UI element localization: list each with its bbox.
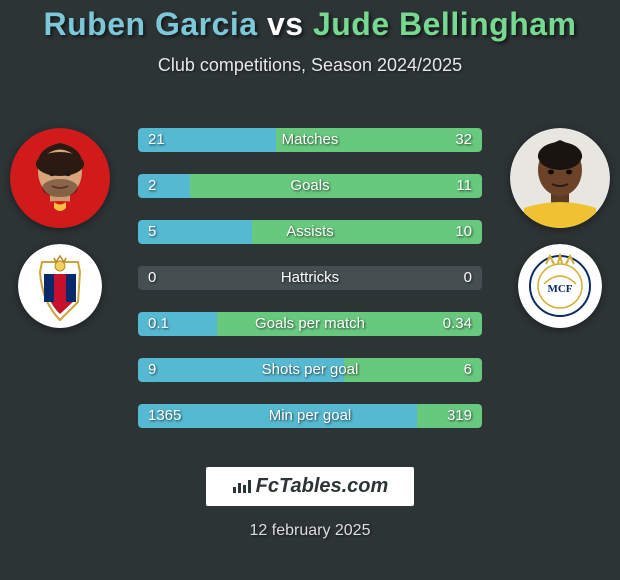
stat-row: 2132Matches: [138, 128, 482, 152]
stat-row: 1365319Min per goal: [138, 404, 482, 428]
player1-avatar: [10, 128, 110, 228]
stat-label: Hattricks: [138, 266, 482, 290]
player2-club-badge: MCF: [518, 244, 602, 328]
stat-label: Matches: [138, 128, 482, 152]
stat-row: 96Shots per goal: [138, 358, 482, 382]
player1-club-badge: [18, 244, 102, 328]
comparison-title: Ruben Garcia vs Jude Bellingham: [0, 6, 620, 43]
bars-icon: [232, 478, 252, 494]
footer-date: 12 february 2025: [0, 522, 620, 540]
logo-text: FcTables.com: [256, 475, 389, 497]
stat-row: 510Assists: [138, 220, 482, 244]
stats-bars: 2132Matches 211Goals 510Assists 00Hattricks…: [138, 128, 482, 450]
stat-label: Goals per match: [138, 312, 482, 336]
left-column: [10, 128, 110, 344]
stat-row: 00Hattricks: [138, 266, 482, 290]
stat-label: Shots per goal: [138, 358, 482, 382]
title-player1: Ruben Garcia: [44, 6, 258, 42]
stat-label: Min per goal: [138, 404, 482, 428]
footer: FcTables.com 12 february 2025: [0, 467, 620, 540]
stat-row: 0.10.34Goals per match: [138, 312, 482, 336]
stat-label: Assists: [138, 220, 482, 244]
title-vs: vs: [267, 6, 304, 42]
stat-label: Goals: [138, 174, 482, 198]
right-column: MCF: [510, 128, 610, 344]
player2-avatar: [510, 128, 610, 228]
stat-row: 211Goals: [138, 174, 482, 198]
svg-text:MCF: MCF: [547, 283, 572, 295]
fctables-logo: FcTables.com: [206, 467, 415, 506]
title-player2: Jude Bellingham: [313, 6, 577, 42]
subtitle: Club competitions, Season 2024/2025: [0, 55, 620, 76]
